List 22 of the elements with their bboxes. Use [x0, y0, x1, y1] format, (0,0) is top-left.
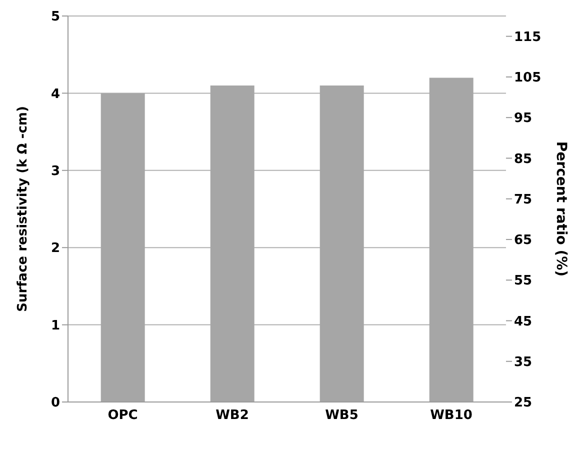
y2-tick-label: 85 — [514, 152, 532, 167]
y-axis-title: Surface resistivity (k Ω -cm) — [16, 106, 31, 312]
y-tick-label: 5 — [50, 10, 60, 25]
y2-tick-label: 95 — [514, 111, 532, 126]
y2-tick-label: 105 — [514, 70, 542, 86]
y-tick-label: 0 — [50, 396, 60, 411]
y2-tick-label: 55 — [514, 274, 532, 289]
y2-axis-title: Percent ratio (%) — [553, 141, 570, 277]
y2-tick-label: 65 — [514, 233, 532, 248]
y-tick-label: 4 — [50, 86, 60, 102]
y2-tick-label: 35 — [514, 354, 532, 370]
x-tick-label: WB10 — [430, 408, 472, 424]
y2-tick-label: 115 — [514, 30, 542, 45]
x-tick-label: WB5 — [325, 408, 358, 424]
y-tick-label: 1 — [50, 318, 60, 334]
x-tick-label: OPC — [108, 408, 138, 424]
y-tick-label: 2 — [50, 241, 60, 256]
y2-tick-label: 75 — [514, 192, 532, 208]
x-tick-label: WB2 — [216, 408, 249, 424]
y2-tick-label: 25 — [514, 396, 532, 411]
y2-tick-label: 45 — [514, 314, 532, 330]
y-tick-label: 3 — [50, 164, 60, 180]
